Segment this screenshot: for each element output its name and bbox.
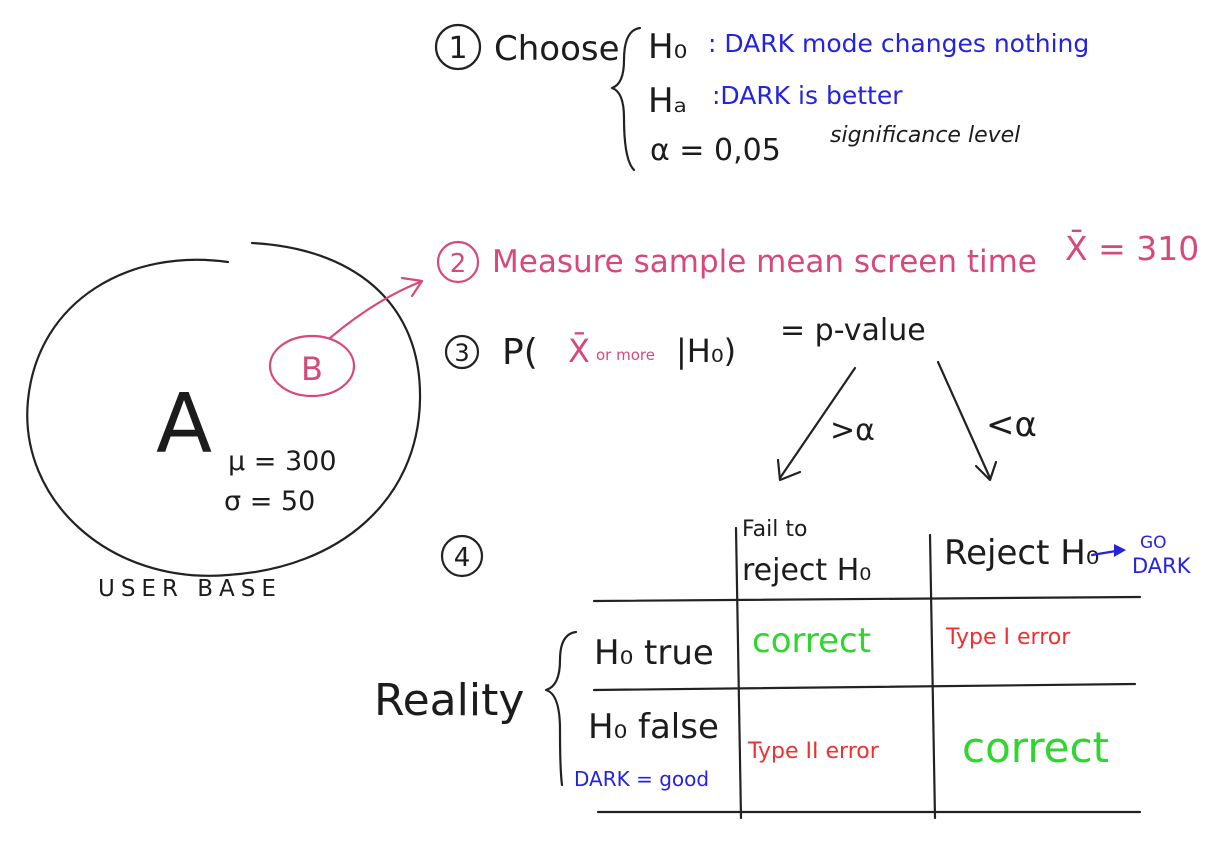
- alpha-value: α = 0,05: [650, 133, 781, 168]
- table-col-rule-2: [928, 533, 937, 820]
- cell-false-reject: correct: [962, 723, 1109, 772]
- population-label-a: A: [156, 377, 212, 472]
- step-3-number: 3: [454, 339, 469, 367]
- sample-arrow: [328, 280, 422, 340]
- step-4-number: 4: [454, 543, 471, 573]
- table-row-rule: [592, 682, 1137, 692]
- row-h0-true: H₀ true: [594, 633, 714, 673]
- step-2-circle: [436, 240, 480, 284]
- step-4-circle: [440, 534, 484, 578]
- step-1-label: Choose: [494, 29, 620, 69]
- p-given-h0: |H₀): [676, 332, 736, 370]
- go-dark-arrow-head: [1114, 544, 1126, 557]
- row-h0-false: H₀ false: [588, 707, 719, 747]
- branch-right-line: [936, 360, 992, 480]
- col-reject: Reject H₀: [944, 533, 1099, 573]
- sample-label-b: B: [301, 350, 323, 388]
- p-or-more: or more: [596, 346, 655, 364]
- alpha-note: significance level: [830, 123, 1020, 148]
- xbar-observed: X̄ = 310: [1065, 228, 1199, 268]
- go-dark-line2: DARK: [1132, 554, 1192, 578]
- sample-b-circle: [268, 334, 356, 398]
- reality-label: Reality: [374, 675, 524, 726]
- step-1-choose: 1 Choose H₀ : DARK mode changes nothing …: [434, 23, 1089, 172]
- h0-symbol: H₀: [648, 27, 687, 67]
- sample-arrow-head: [400, 276, 424, 298]
- row-false-note: DARK = good: [574, 767, 709, 791]
- step-4-decision-table: 4 Fail to reject H₀ Reject H₀ GO DARK Re…: [374, 517, 1192, 820]
- step-3-pvalue: 3 P( X̄ or more |H₀) = p-value >α <α: [444, 313, 1037, 482]
- col-fail-line1: Fail to: [742, 517, 807, 542]
- population-mu: μ = 300: [228, 446, 337, 477]
- user-base-ellipse: [26, 241, 422, 577]
- col-fail-line2: reject H₀: [742, 553, 871, 588]
- table-header-rule: [592, 595, 1142, 603]
- p-open: P(: [502, 332, 538, 373]
- p-value-label: = p-value: [780, 313, 926, 348]
- reality-brace: [544, 630, 578, 787]
- cell-true-fail: correct: [752, 621, 871, 661]
- population-diagram: A μ = 300 σ = 50 USER BASE B: [26, 241, 424, 602]
- user-base-caption: USER BASE: [98, 576, 282, 602]
- step-1-brace: [610, 26, 642, 172]
- table-col-rule-1: [734, 526, 743, 820]
- branch-left-head: [776, 458, 802, 482]
- step-1-number: 1: [448, 31, 467, 66]
- branch-right-label: <α: [986, 405, 1037, 445]
- branch-left-label: >α: [830, 413, 875, 448]
- step-2-text: Measure sample mean screen time: [492, 244, 1037, 280]
- step-1-circle: [434, 23, 482, 71]
- branch-left-line: [778, 366, 857, 480]
- h0-text: : DARK mode changes nothing: [708, 29, 1089, 58]
- step-2-measure: 2 Measure sample mean screen time X̄ = 3…: [436, 228, 1199, 284]
- cell-false-fail: Type II error: [747, 739, 880, 764]
- step-3-circle: [444, 334, 480, 370]
- p-xbar: X̄: [568, 331, 590, 370]
- cell-true-reject: Type I error: [945, 625, 1071, 650]
- go-dark-line1: GO: [1140, 533, 1167, 553]
- population-sigma: σ = 50: [224, 486, 315, 517]
- ha-symbol: Hₐ: [648, 81, 687, 121]
- step-2-number: 2: [450, 249, 467, 279]
- branch-right-head: [974, 460, 998, 482]
- ha-text: :DARK is better: [712, 81, 903, 110]
